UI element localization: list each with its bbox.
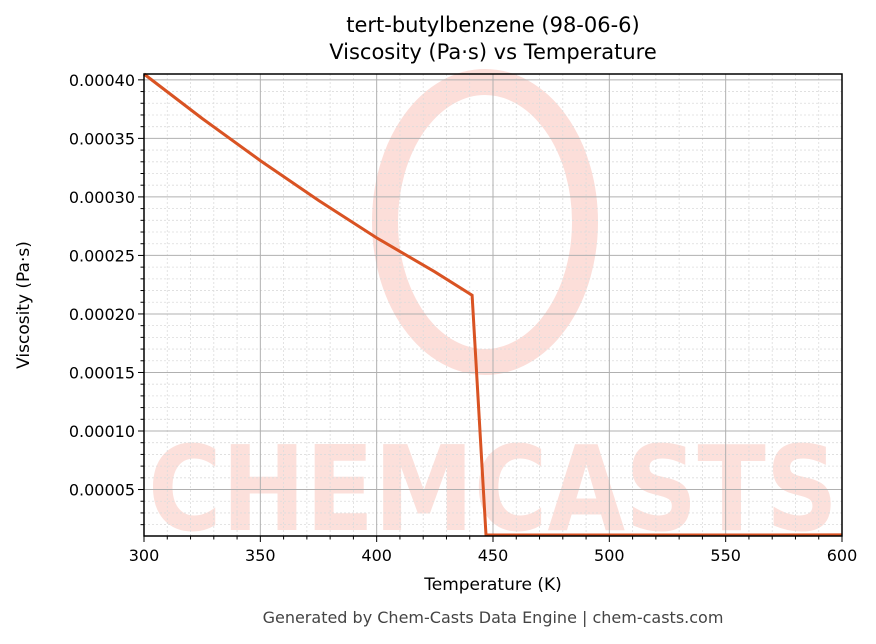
svg-text:550: 550 xyxy=(710,546,741,565)
svg-text:0.00010: 0.00010 xyxy=(69,422,135,441)
svg-text:0.00015: 0.00015 xyxy=(69,363,135,382)
x-tick-labels: 300 350 400 450 500 550 600 xyxy=(129,546,858,565)
x-axis-label: Temperature (K) xyxy=(424,575,562,595)
y-axis-label: Viscosity (Pa·s) xyxy=(14,241,34,369)
svg-text:300: 300 xyxy=(129,546,160,565)
y-tick-labels: 0.00005 0.00010 0.00015 0.00020 0.00025 0.000… xyxy=(69,71,135,500)
svg-text:400: 400 xyxy=(361,546,392,565)
chart-title-line2: Viscosity (Pa·s) vs Temperature xyxy=(329,40,657,64)
svg-text:500: 500 xyxy=(594,546,625,565)
svg-text:0.00020: 0.00020 xyxy=(69,305,135,324)
svg-text:0.00030: 0.00030 xyxy=(69,188,135,207)
svg-text:0.00035: 0.00035 xyxy=(69,129,135,148)
footer-credit: Generated by Chem-Casts Data Engine | ch… xyxy=(262,608,724,627)
axis-ticks xyxy=(138,79,843,542)
svg-text:0.00040: 0.00040 xyxy=(69,71,135,90)
chart-title-line1: tert-butylbenzene (98-06-6) xyxy=(346,13,640,37)
viscosity-line xyxy=(143,72,843,537)
svg-text:450: 450 xyxy=(478,546,509,565)
svg-text:350: 350 xyxy=(245,546,276,565)
svg-text:600: 600 xyxy=(827,546,858,565)
svg-text:0.00005: 0.00005 xyxy=(69,481,135,500)
svg-text:0.00025: 0.00025 xyxy=(69,246,135,265)
